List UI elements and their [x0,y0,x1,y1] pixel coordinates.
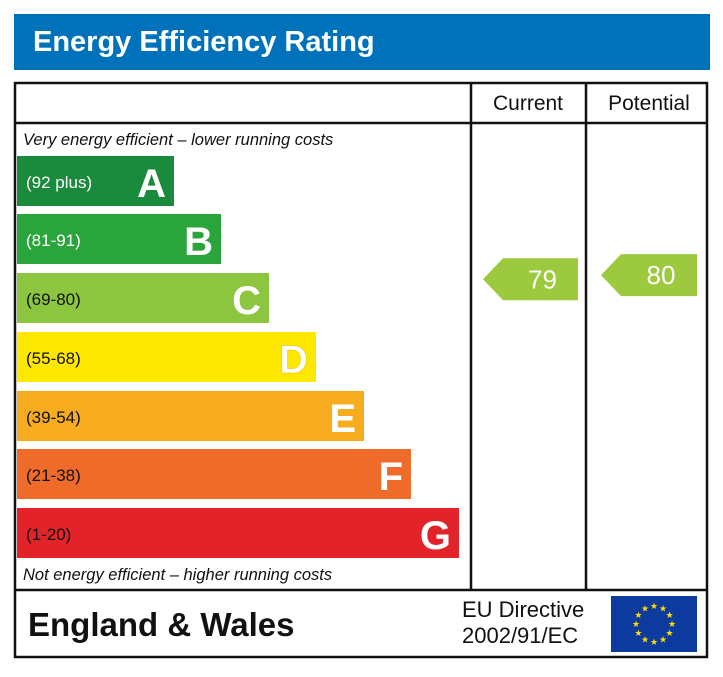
directive-line2: 2002/91/EC [462,623,578,648]
current-rating-value: 79 [528,264,557,294]
band-letter: G [420,514,451,558]
band-E: (39-54) E [17,391,364,441]
region-label: England & Wales [28,606,294,643]
top-note: Very energy efficient – lower running co… [23,131,333,149]
band-C: (69-80) C [17,273,269,323]
band-range: (21-38) [26,466,81,485]
band-range: (81-91) [26,231,81,250]
svg-text:★: ★ [632,619,640,629]
current-rating-arrow: 79 [483,258,578,301]
potential-rating-value: 80 [647,260,676,290]
band-range: (55-68) [26,349,81,368]
bottom-note: Not energy efficient – higher running co… [23,566,332,584]
band-D: (55-68) D [17,332,316,382]
band-bar [17,508,459,558]
band-range: (39-54) [26,408,81,427]
band-F: (21-38) F [17,449,411,499]
band-range: (1-20) [26,525,71,544]
band-letter: A [137,162,166,206]
chart-title: Energy Efficiency Rating [33,26,375,58]
band-bar [17,156,174,206]
band-letter: E [329,397,356,441]
svg-text:★: ★ [650,601,658,611]
band-letter: D [279,338,308,382]
band-range: (92 plus) [26,173,92,192]
table-frame [13,81,709,659]
band-bar [17,273,269,323]
directive-line1: EU Directive [462,597,584,622]
svg-text:★: ★ [634,628,642,638]
band-bar [17,449,411,499]
header-current: Current [493,92,563,115]
svg-text:★: ★ [641,603,649,613]
potential-rating-arrow: 80 [601,254,697,297]
header-potential: Potential [608,92,690,115]
svg-text:★: ★ [659,635,667,645]
band-range: (69-80) [26,290,81,309]
svg-text:★: ★ [650,637,658,647]
band-A: (92 plus) A [17,156,174,206]
band-letter: B [184,220,213,264]
svg-text:★: ★ [659,603,667,613]
band-bar [17,391,364,441]
title-bar [14,14,710,70]
svg-text:★: ★ [634,610,642,620]
band-letter: F [379,455,403,499]
band-B: (81-91) B [17,214,221,264]
band-letter: C [232,279,261,323]
svg-text:★: ★ [641,635,649,645]
band-bar [17,332,316,382]
svg-text:★: ★ [666,610,674,620]
band-G: (1-20) G [17,508,459,558]
band-bar [17,214,221,264]
svg-text:★: ★ [666,628,674,638]
svg-text:★: ★ [668,619,676,629]
eu-flag-icon: ★ ★★★★★★★★★★★ [611,596,697,652]
